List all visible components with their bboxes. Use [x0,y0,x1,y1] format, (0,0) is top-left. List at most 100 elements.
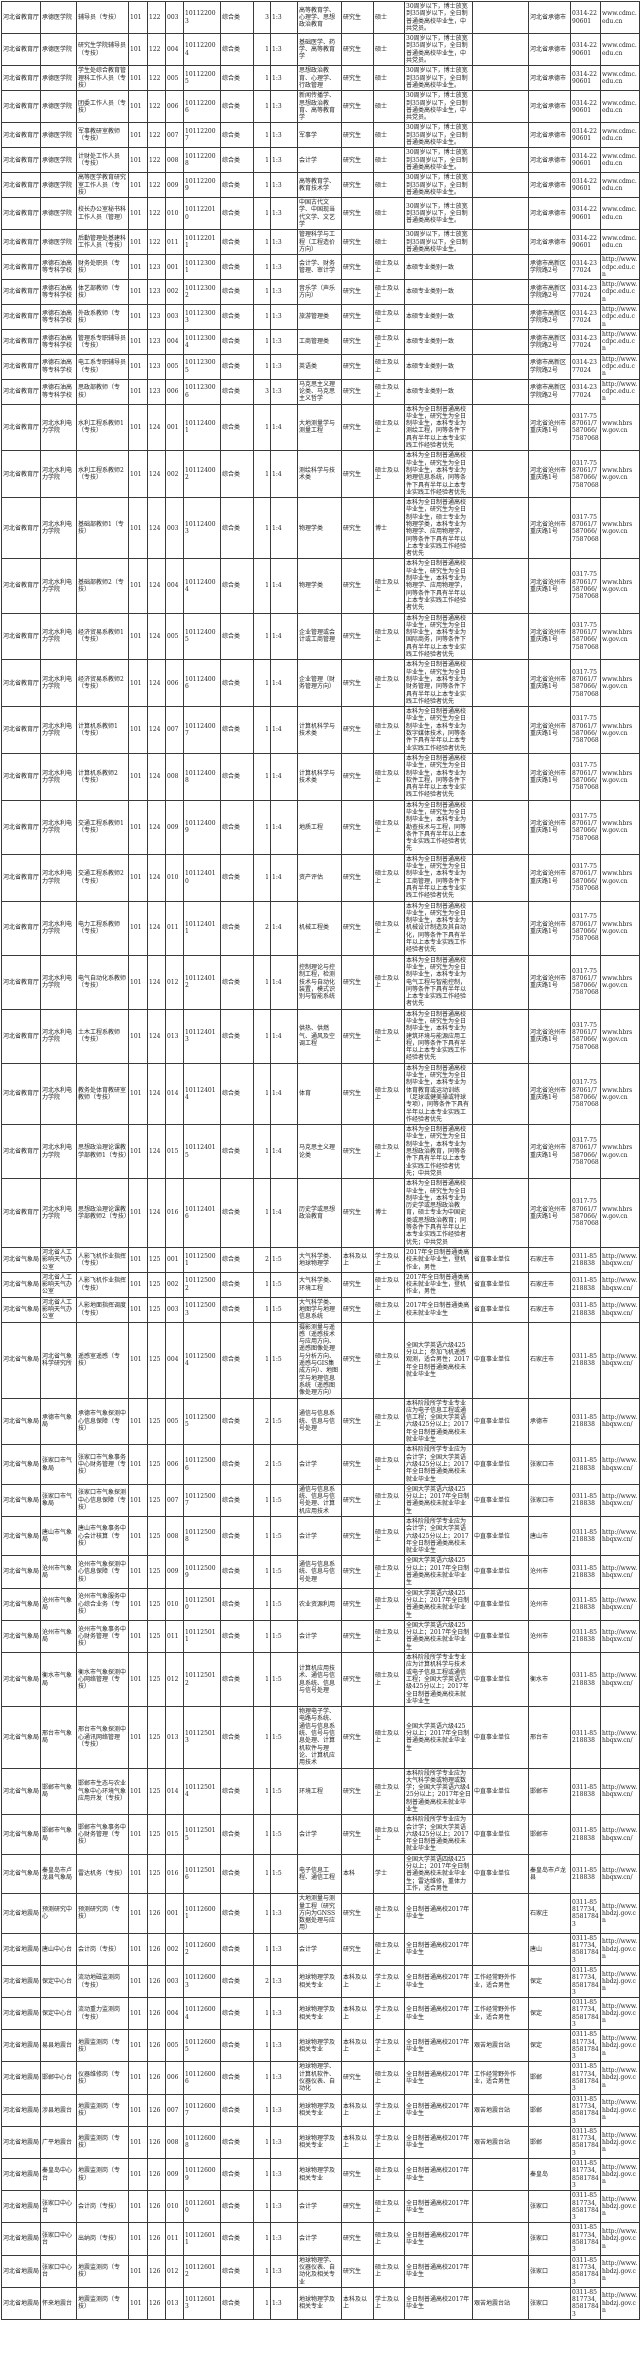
requirements-cell: 2017年全日制普通类高校未就业毕业生，登机作业，男性 [404,1246,473,1273]
education-cell: 研究生 [341,497,374,560]
major-cell: 地球物理学及相关专业 [297,2158,342,2192]
remarks-cell [472,2158,529,2192]
position-cell: 人影地面指挥调度（专技） [76,1296,129,1323]
position-cell: 校长办公室秘书科工作人员（管理） [76,197,129,231]
degree-cell: 硕士及以上 [373,1271,405,1298]
phone-cell: 0311-85817734,85817843 [570,2190,601,2224]
remarks-cell [472,90,529,124]
phone-cell: 0317-7587061/7587066/7587068 [570,706,601,754]
website-cell: www.cdmc.edu.cn [600,65,640,92]
position-code-cell: 005 [165,2029,184,2063]
location-cell: 河北省承德市 [528,229,571,256]
ratio-cell: 1:3 [270,172,298,199]
unit-cell: 保定中心台 [40,1964,77,1999]
count-cell: 1 [253,1706,271,1769]
unit-code-cell: 124 [147,1124,166,1180]
ratio-cell: 1:3 [270,2190,298,2224]
dept-code-cell: 101 [128,303,148,330]
degree-cell: 硕士及以上 [373,1483,405,1518]
count-cell: 2 [253,900,271,956]
count-cell: 1 [253,254,271,281]
count-cell: 2 [253,1246,271,1273]
dept-code-cell: 101 [128,1271,148,1298]
degree-cell: 学士及以上 [373,2125,405,2160]
unit-code-cell: 124 [147,1008,166,1064]
table-row: 河北省教育厅 河北水利电力学院 计算机系教师1（专技） 101 124 007 101124… [1,706,640,754]
major-cell: 音乐学（声乐方向） [297,279,342,305]
dept-code-cell: 101 [128,1853,148,1895]
count-cell: 1 [253,799,271,855]
position-code-cell: 005 [165,353,184,380]
location-cell: 唐山 [528,1932,571,1966]
remarks-cell: 中直事业单位 [472,1652,529,1708]
ratio-cell: 1:5 [270,1853,298,1895]
degree-cell: 硕士及以上 [373,558,405,614]
unit-code-cell: 122 [147,33,166,67]
category-cell: 综合类 [220,2222,254,2256]
position-code-cell: 010 [165,197,184,231]
major-cell: 摄影测量与遥感（遥感技术与应用方向、遥感图像处理与分析方向、遥感与GIS集成方向… [297,1321,342,1399]
unit-cell: 承德医学院 [40,229,77,256]
phone-cell: 0314-2290601 [570,33,601,67]
degree-cell: 硕士及以上 [373,1893,405,1934]
category-cell: 综合类 [220,172,254,199]
count-cell: 1 [253,1814,271,1855]
dept-code-cell: 101 [128,2254,148,2288]
degree-cell: 硕士及以上 [373,659,405,708]
major-cell: 物理学类 [297,497,342,560]
count-cell: 1 [253,1997,271,2031]
category-cell: 综合类 [220,1853,254,1895]
major-cell: 通信与信息系统、信息与信号处理 [297,1397,342,1446]
unit-cell: 承德石油高等专科学校 [40,303,77,330]
department-cell: 河北省教育厅 [1,497,41,560]
unit-code-cell: 125 [147,1483,166,1518]
remarks-cell [472,954,529,1010]
category-cell: 综合类 [220,1587,254,1621]
degree-cell: 博士 [373,1178,405,1248]
category-cell: 综合类 [220,65,254,92]
unit-code-cell: 126 [147,2158,166,2192]
unit-code-cell: 125 [147,1619,166,1654]
full-code-cell: 101126004 [183,1997,221,2031]
education-cell: 研究生 [341,2158,374,2192]
department-cell: 河北省气象局 [1,1706,41,1769]
requirements-cell: 本科为全日制普通高校毕业生，研究生为全日制毕业生，本科专业为思想政治教育，同等条… [404,1124,473,1180]
table-row: 河北省地震局 保定中心台 流动地磁监测岗（专技） 101 126 003 101126003… [1,1964,640,1999]
requirements-cell: 全日制普通高校2017年毕业生 [404,2158,473,2192]
full-code-cell: 101125003 [183,1296,221,1323]
degree-cell: 硕士及以上 [373,1619,405,1654]
count-cell: 1 [253,1555,271,1589]
table-row: 河北省教育厅 河北水利电力学院 电力工程系教师（专技） 101 124 011 101124… [1,900,640,956]
education-cell: 研究生 [341,1706,374,1769]
ratio-cell: 1:4 [270,659,298,708]
education-cell: 研究生 [341,1932,374,1966]
full-code-cell: 101126003 [183,1964,221,1999]
unit-cell: 河北水利电力学院 [40,752,77,801]
department-cell: 河北省教育厅 [1,328,41,355]
major-cell: 会计学 [297,1619,342,1654]
phone-cell: 0317-7587061/7587066/7587068 [570,1178,601,1248]
requirements-cell: 本科阶段所学专业应为会计学；全国大学英语六级425分以上；2017年全日制普通类… [404,1515,473,1557]
full-code-cell: 101124007 [183,706,221,754]
department-cell: 河北省地震局 [1,2254,41,2288]
location-cell: 沧州市 [528,1619,571,1654]
major-cell: 体育 [297,1062,342,1126]
website-cell: www.hbrsw.gov.cn [600,799,640,855]
table-row: 河北省教育厅 承德石油高等专科学校 思政部教师（专技） 101 123 006 101123… [1,378,640,405]
unit-cell: 秦皇岛中心台 [40,2158,77,2192]
major-cell: 计算机科学与技术类 [297,752,342,801]
unit-code-cell: 122 [147,0,166,35]
ratio-cell: 1:4 [270,799,298,855]
phone-cell: 0311-85817734,85817843 [570,1932,601,1966]
degree-cell: 硕士 [373,197,405,231]
education-cell: 研究生 [341,353,374,380]
dept-code-cell: 101 [128,497,148,560]
unit-code-cell: 122 [147,122,166,149]
full-code-cell: 101124012 [183,954,221,1010]
major-cell: 旅游管理类 [297,303,342,330]
category-cell: 综合类 [220,2158,254,2192]
count-cell: 1 [253,279,271,305]
degree-cell: 博士 [373,497,405,560]
location-cell: 张家口 [528,2254,571,2288]
requirements-cell: 全日制普通高校2017年毕业生 [404,2286,473,2320]
